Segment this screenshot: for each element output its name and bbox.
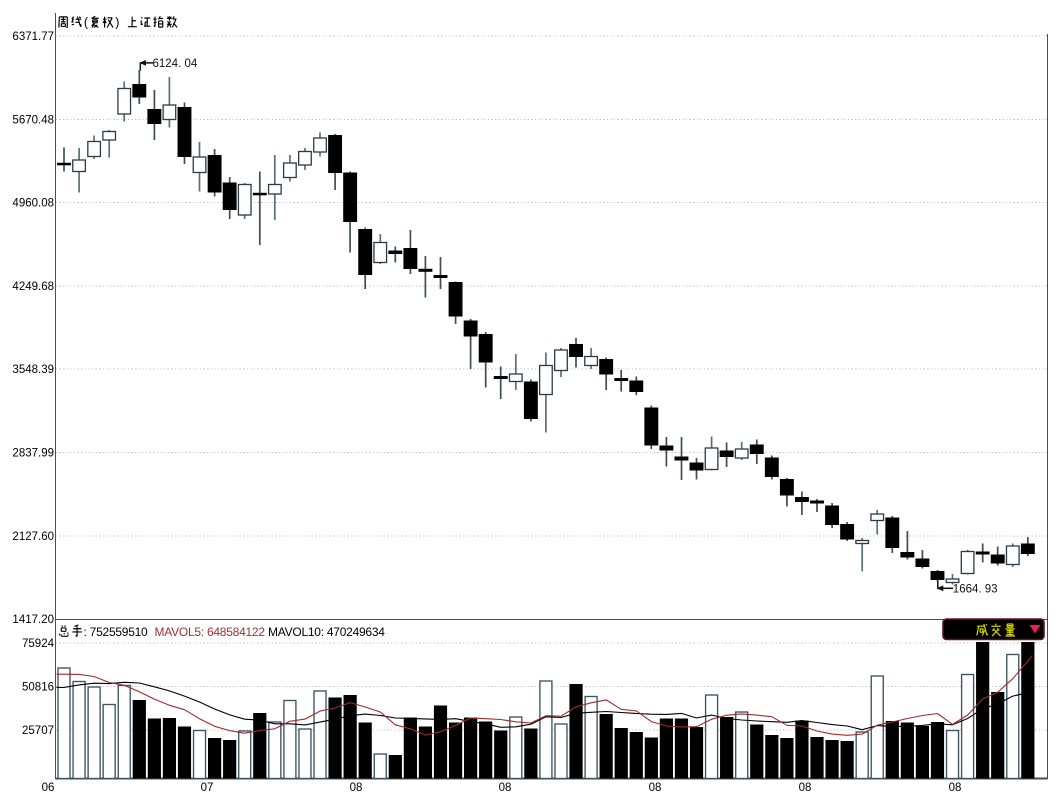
svg-text:08: 08 [949,782,962,794]
svg-text:1417.20: 1417.20 [12,614,54,626]
svg-text:75924: 75924 [22,638,55,650]
svg-text:07: 07 [201,782,214,794]
svg-text:MAVOL5: 648584122: MAVOL5: 648584122 [155,625,266,639]
svg-text:08: 08 [350,782,363,794]
svg-text:50816: 50816 [22,682,54,694]
svg-text:): ) [115,16,119,30]
svg-text:06: 06 [42,782,55,794]
svg-text:6371.77: 6371.77 [12,31,54,43]
svg-text:2127.60: 2127.60 [12,531,54,543]
svg-text:4249.68: 4249.68 [12,281,54,293]
svg-text:08: 08 [799,782,812,794]
svg-text:08: 08 [499,782,512,794]
svg-text:6124. 04: 6124. 04 [153,58,198,70]
svg-text:5670.48: 5670.48 [12,114,54,126]
svg-text:2837.99: 2837.99 [12,448,54,460]
svg-text:(: ( [84,16,89,30]
svg-text:08: 08 [649,782,662,794]
svg-text:: 752559510: : 752559510 [84,625,149,639]
svg-text:MAVOL10: 470249634: MAVOL10: 470249634 [268,625,385,639]
svg-text:25707: 25707 [22,725,54,737]
svg-text:3548.39: 3548.39 [12,364,54,376]
svg-text:4960.08: 4960.08 [12,198,54,210]
svg-text:1664. 93: 1664. 93 [953,583,998,595]
